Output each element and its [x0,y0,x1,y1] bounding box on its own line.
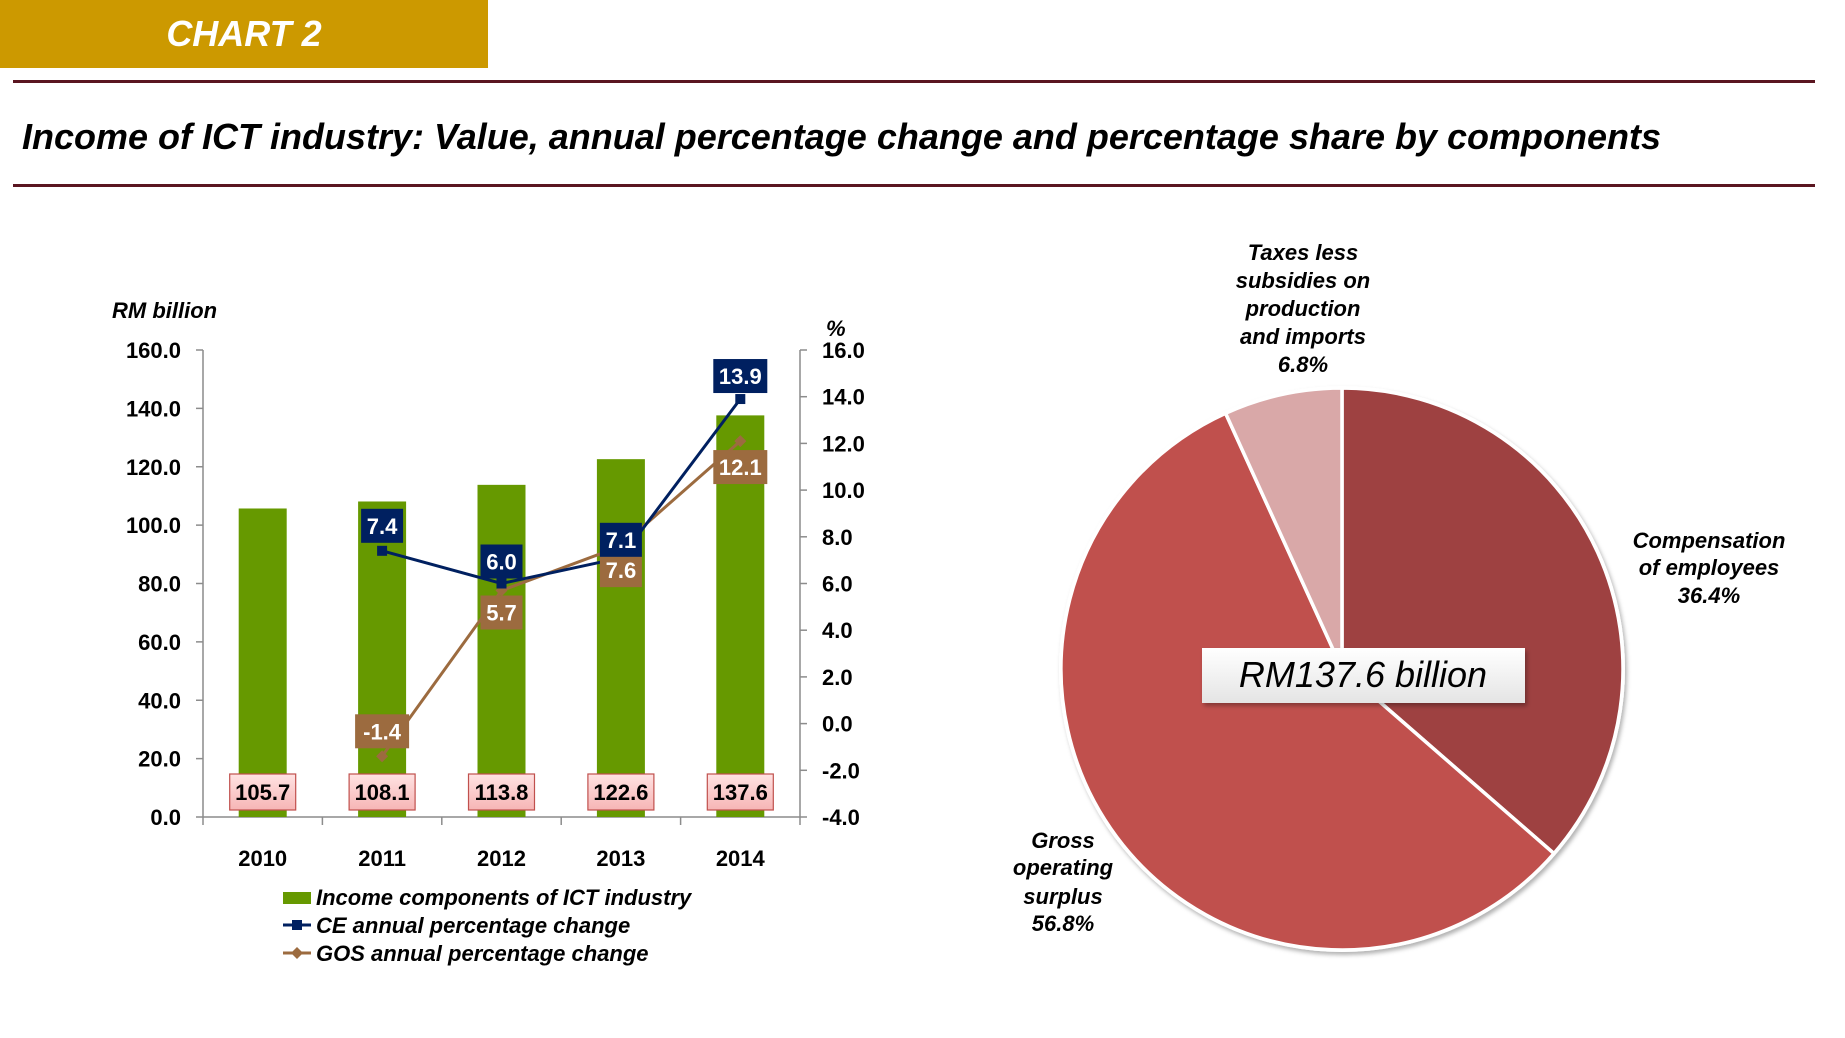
right-axis-tick-label: 8.0 [822,525,853,550]
left-axis-tick-label: 140.0 [126,396,181,421]
gross-operating-surplus-label: Gross [1031,828,1095,853]
left-axis-tick-label: 20.0 [138,747,181,772]
gos-value-label: 7.6 [606,558,637,583]
bottom-divider [13,184,1815,187]
right-axis-tick-label: 12.0 [822,431,865,456]
gos-marker [376,750,389,763]
legend-ce-marker [292,920,302,930]
ce-value-label-box [480,544,523,579]
bar-value-label-box [229,773,297,811]
ce-value-label-box [361,508,404,543]
ce-value-label: 6.0 [486,550,517,575]
ce-value-label-box [713,359,768,394]
bar-value-label: 137.6 [713,780,768,805]
taxes-label: Taxes less [1248,240,1359,265]
bar-value-label-box [467,773,536,811]
ce-value-label: 13.9 [719,364,762,389]
left-axis-tick-label: 120.0 [126,455,181,480]
bar [596,459,645,817]
left-axis-tick-label: 60.0 [138,630,181,655]
bar-value-label: 108.1 [355,780,410,805]
legend-bar-swatch [283,892,311,904]
left-axis-tick-label: 160.0 [126,338,181,363]
right-axis-tick-label: 0.0 [822,712,853,737]
top-divider [13,80,1815,83]
page-title: Income of ICT industry: Value, annual pe… [22,116,1662,157]
taxes-label: production [1245,296,1361,321]
taxes-label: subsidies on [1236,268,1370,293]
legend-label: CE annual percentage change [316,913,630,938]
bar-value-label: 122.6 [593,780,648,805]
total-value-label: RM137.6 billion [1239,654,1487,695]
compensation-label: Compensation [1633,528,1786,553]
ce-value-label: 7.1 [606,528,637,553]
right-axis-tick-label: 10.0 [822,478,865,503]
right-axis-tick-label: 14.0 [822,385,865,410]
left-axis-tick-label: 80.0 [138,572,181,597]
right-axis-title: % [826,316,846,341]
combo-chart: 0.0 20.0 40.0 60.0 80.0 100.0 120.0 140.0 160.0 -… [112,298,865,966]
taxes-label-percent: 6.8% [1278,352,1328,377]
x-axis-tick-label: 2012 [477,846,526,871]
ce-marker [496,578,507,589]
bar [238,508,287,817]
right-axis-tick-label: 2.0 [822,665,853,690]
pie-slice-taxes [1223,386,1344,670]
compensation-label: of employees [1639,555,1780,580]
compensation-label-percent: 36.4% [1678,583,1740,608]
gross-operating-surplus-label-percent: 56.8% [1032,911,1094,936]
pie-slice-compensation [1340,386,1625,856]
gos-value-label: 12.1 [719,455,762,480]
left-axis-tick-label: 100.0 [126,513,181,538]
left-axis-tick-label: 40.0 [138,688,181,713]
x-axis-tick-label: 2010 [238,846,287,871]
bar-value-label: 113.8 [475,780,529,805]
right-axis-tick-label: 4.0 [822,618,853,643]
ce-series-line [381,398,742,586]
gos-value-label-box [480,595,523,630]
left-axis-tick-label: 0.0 [150,805,181,830]
bar-value-label-box [348,773,416,811]
legend-label: Income components of ICT industry [316,885,693,910]
ce-value-label: 7.4 [367,514,398,539]
gos-value-label-box [355,714,410,749]
gos-value-label-box [713,450,768,485]
gross-operating-surplus-label: surplus [1023,884,1102,909]
gos-value-label-box [599,553,642,588]
gos-value-label: 5.7 [486,601,517,626]
right-axis-tick-label: 16.0 [822,338,865,363]
bar [477,484,526,817]
right-axis-tick-label: 6.0 [822,572,853,597]
gos-marker [734,435,747,448]
x-axis-tick-label: 2013 [596,846,645,871]
total-value-box [1202,648,1525,703]
left-axis-title: RM billion [112,298,217,323]
taxes-label: and imports [1240,324,1366,349]
bar-value-label-box [706,773,774,811]
gos-series-line [380,439,742,758]
gross-operating-surplus-label: operating [1013,855,1114,880]
chart-number-badge: CHART 2 [0,0,488,68]
x-axis-tick-label: 2011 [358,846,406,871]
bar-value-label-box [587,773,655,811]
ce-marker [377,545,388,556]
right-axis-tick-label: -4.0 [822,805,860,830]
right-axis-tick-label: -2.0 [822,758,860,783]
legend-gos-marker [291,947,303,959]
bar-value-label: 105.7 [235,780,290,805]
chart-number-label: CHART 2 [166,13,322,54]
ce-marker [735,394,746,405]
gos-value-label: -1.4 [363,719,402,744]
x-axis-tick-label: 2014 [716,846,766,871]
ce-value-label-box [599,522,642,557]
legend-label: GOS annual percentage change [316,941,649,966]
